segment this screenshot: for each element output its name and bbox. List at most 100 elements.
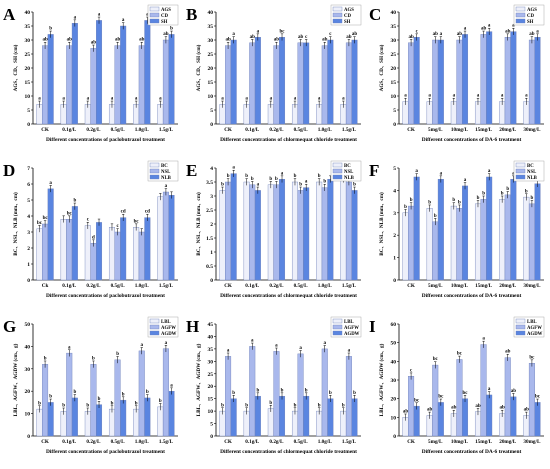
significance-letter: b bbox=[404, 205, 407, 210]
significance-letter: ab bbox=[408, 35, 414, 40]
significance-letter: c bbox=[410, 368, 413, 373]
y-tick-label: 5 bbox=[27, 198, 30, 204]
bar bbox=[303, 395, 310, 437]
panel-label: G bbox=[3, 317, 16, 336]
y-tick-label: 20 bbox=[391, 66, 397, 72]
x-tick-label: CK bbox=[407, 127, 415, 133]
panel-f: F 0 1 2 3 4 5 BC、NSL、NLB (mm、cm) b b a CK b b a 5mg/L b b… bbox=[366, 156, 549, 312]
significance-letter: a bbox=[227, 348, 230, 353]
y-tick-label: 10 bbox=[208, 94, 214, 100]
bar bbox=[66, 45, 73, 125]
x-tick-label: 0.2g/L bbox=[269, 439, 284, 445]
y-tick-label: 20 bbox=[25, 66, 31, 72]
y-tick-label: 5 bbox=[393, 108, 396, 114]
significance-letter: b bbox=[294, 174, 297, 179]
significance-letter: a bbox=[305, 180, 308, 185]
bar bbox=[462, 185, 469, 281]
bar bbox=[249, 184, 256, 281]
x-tick-label: 20mg/L bbox=[499, 283, 517, 289]
x-tick-label: 0.1g/L bbox=[62, 283, 77, 289]
x-tick-label: 1.5g/L bbox=[159, 127, 174, 133]
significance-letter: ab bbox=[91, 41, 97, 46]
significance-letter: b bbox=[318, 174, 321, 179]
x-axis-label: Different concentrations of paclobutrazo… bbox=[46, 293, 165, 299]
bar bbox=[279, 395, 286, 437]
significance-letter: b bbox=[49, 27, 52, 32]
bar bbox=[321, 187, 328, 281]
bar bbox=[408, 205, 415, 281]
significance-letter: b bbox=[428, 200, 431, 205]
bar bbox=[108, 408, 115, 437]
y-tick-label: 50 bbox=[25, 322, 31, 328]
legend-swatch bbox=[149, 330, 160, 336]
significance-letter: ab bbox=[433, 32, 439, 37]
bar bbox=[528, 363, 535, 437]
x-tick-label: 10mg/L bbox=[451, 439, 469, 445]
x-tick-label: 1.5g/L bbox=[342, 439, 357, 445]
significance-letter: ab bbox=[225, 38, 231, 43]
significance-letter: b bbox=[353, 391, 356, 396]
panel-label: E bbox=[186, 161, 197, 180]
significance-letter: a bbox=[49, 181, 52, 186]
significance-letter: b bbox=[44, 356, 47, 361]
bar bbox=[254, 190, 261, 281]
significance-letter: ab bbox=[529, 32, 535, 37]
y-tick-label: 35 bbox=[391, 24, 397, 30]
legend-label: LBL bbox=[344, 320, 354, 325]
significance-letter: a bbox=[68, 345, 71, 350]
significance-letter: a bbox=[415, 169, 418, 174]
legend-label: AGFW bbox=[161, 326, 176, 331]
significance-letter: b bbox=[111, 401, 114, 406]
x-tick-label: 0.1g/L bbox=[245, 283, 260, 289]
significance-letter: c bbox=[416, 29, 419, 34]
panel-e: E 0 0.5 1 1.5 2 2.5 3 3.5 4 BC、NSL、NLB (mm、cm) b b a C… bbox=[183, 156, 366, 312]
legend-label: AGS bbox=[527, 8, 537, 13]
significance-letter: a bbox=[275, 344, 278, 349]
y-tick-label: 30 bbox=[391, 38, 397, 44]
significance-letter: c bbox=[116, 224, 119, 229]
y-axis-label: BC、NSL、NLB (mm、cm) bbox=[378, 192, 385, 256]
bar bbox=[47, 402, 54, 437]
significance-letter: b bbox=[86, 404, 89, 409]
bar bbox=[138, 231, 145, 281]
significance-letter: b bbox=[353, 183, 356, 188]
bar bbox=[534, 183, 541, 281]
bar bbox=[144, 217, 151, 281]
y-tick-label: 2 bbox=[210, 222, 213, 228]
y-tick-label: 0 bbox=[27, 434, 30, 440]
y-axis-label: AGS、CD、SH (cm) bbox=[12, 44, 19, 91]
significance-letter: ab bbox=[403, 409, 409, 414]
bar bbox=[42, 364, 49, 437]
bar bbox=[90, 364, 97, 437]
significance-letter: b bbox=[135, 401, 138, 406]
significance-letter: a bbox=[294, 97, 297, 102]
y-tick-label: 5 bbox=[27, 108, 30, 114]
y-tick-label: 40 bbox=[391, 359, 397, 365]
y-tick-label: 20 bbox=[391, 397, 397, 403]
significance-letter: a bbox=[221, 97, 224, 102]
significance-letter: b bbox=[251, 177, 254, 182]
legend-swatch bbox=[332, 18, 343, 24]
bar bbox=[499, 199, 506, 281]
significance-letter: a bbox=[464, 27, 467, 32]
y-tick-label: 7 bbox=[27, 166, 30, 172]
significance-letter: bc bbox=[438, 395, 444, 400]
bar bbox=[225, 45, 232, 125]
bar bbox=[316, 410, 323, 437]
bar bbox=[60, 411, 67, 437]
legend-label: NSL bbox=[527, 170, 536, 175]
y-tick-label: 20 bbox=[25, 389, 31, 395]
legend-label: LBL bbox=[527, 320, 537, 325]
x-tick-label: 0.5g/L bbox=[111, 127, 126, 133]
bar bbox=[230, 398, 237, 437]
legend-swatch bbox=[515, 6, 526, 12]
significance-letter: b bbox=[245, 174, 248, 179]
y-axis-label: AGS、CD、SH (cm) bbox=[195, 44, 202, 91]
significance-letter: a bbox=[165, 341, 168, 346]
x-tick-label: CK bbox=[224, 439, 232, 445]
significance-letter: bc bbox=[67, 211, 73, 216]
bar bbox=[413, 37, 420, 125]
bar bbox=[480, 199, 487, 281]
significance-letter: bc bbox=[37, 221, 43, 226]
y-axis-label: LBL、AGFW、AGDW (cm、g) bbox=[195, 343, 202, 416]
